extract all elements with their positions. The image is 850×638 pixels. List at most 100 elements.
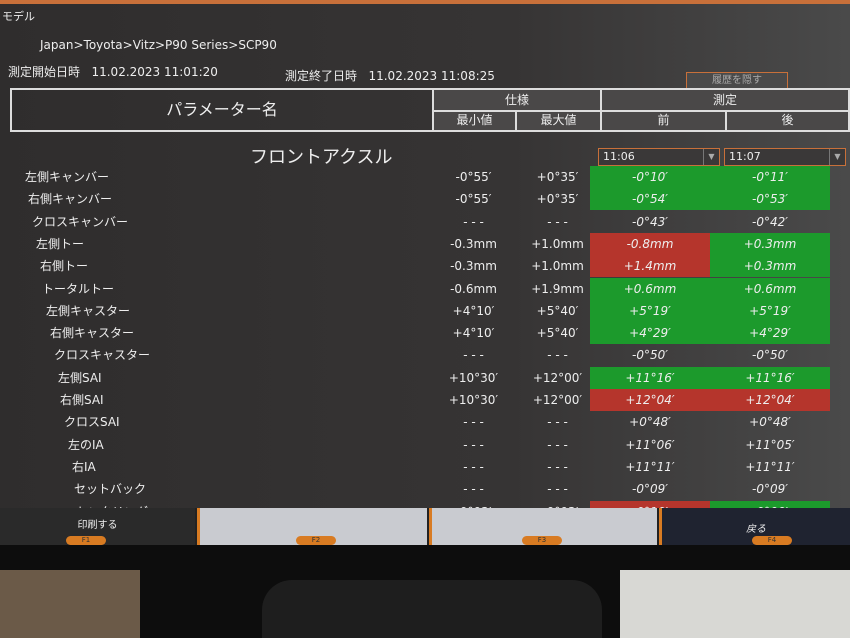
spec-min: - - - xyxy=(463,482,484,497)
spec-max: +1.9mm xyxy=(531,281,584,296)
after-value: -0°11′ xyxy=(710,166,830,188)
table-row: 右側キャスター +4°10′ +5°40′ +4°29′ +4°29′ xyxy=(0,322,850,345)
spec-min: -0.6mm xyxy=(450,281,497,296)
table-row: 左側キャスター +4°10′ +5°40′ +5°19′ +5°19′ xyxy=(0,299,850,322)
spec-max: +0°35′ xyxy=(536,192,579,207)
spec-max: - - - xyxy=(547,482,568,497)
start-label: 測定開始日時 xyxy=(8,65,81,79)
parameter-name: 左のIA xyxy=(68,437,104,452)
before-time-value: 11:06 xyxy=(603,150,635,163)
table-row: クロスSAI - - - - - - +0°48′ +0°48′ xyxy=(0,411,850,433)
f3-key-tag: F3 xyxy=(522,536,562,545)
before-value: +4°29′ xyxy=(590,322,710,345)
after-value: -0°53′ xyxy=(710,188,830,211)
chevron-down-icon: ▼ xyxy=(703,149,719,165)
after-time-value: 11:07 xyxy=(729,150,761,163)
end-value: 11.02.2023 11:08:25 xyxy=(368,69,495,83)
spec-min: -0.3mm xyxy=(450,236,497,251)
f2-key-tag: F2 xyxy=(296,536,336,545)
after-value: -0°09′ xyxy=(752,482,788,497)
back-button[interactable]: 戻る F4 xyxy=(659,508,850,545)
end-label: 測定終了日時 xyxy=(285,69,358,83)
print-button[interactable]: 印刷する F1 xyxy=(0,508,195,545)
hide-history-button[interactable]: 履歴を隠す xyxy=(686,72,788,89)
parameter-name: 右側トー xyxy=(40,259,89,274)
parameter-name: クロスSAI xyxy=(64,415,120,430)
before-value: +0.6mm xyxy=(590,277,710,300)
table-row: 左側SAI +10°30′ +12°00′ +11°16′ +11°16′ xyxy=(0,366,850,389)
table-row: 右側キャンバー -0°55′ +0°35′ -0°54′ -0°53′ xyxy=(0,188,850,211)
table-row: セットバック - - - - - - -0°09′ -0°09′ xyxy=(0,478,850,500)
spec-min: +4°10′ xyxy=(452,326,495,341)
parameter-name: 右側キャンバー xyxy=(28,192,113,207)
spec-min: - - - xyxy=(463,214,484,229)
print-label: 印刷する xyxy=(77,520,118,531)
after-value: +11°05′ xyxy=(745,437,795,452)
after-value: +12°04′ xyxy=(710,389,830,411)
parameter-name: トータルトー xyxy=(42,281,115,296)
before-value: -0°10′ xyxy=(590,166,710,188)
before-value: -0°54′ xyxy=(590,188,710,211)
spec-max: +1.0mm xyxy=(531,259,584,274)
after-value: -0°50′ xyxy=(752,348,788,363)
spec-max: - - - xyxy=(547,459,568,474)
before-value: +1.4mm xyxy=(590,255,710,278)
after-value: +0.3mm xyxy=(710,255,830,278)
section-title: フロントアクスル xyxy=(250,147,393,168)
before-value: +12°04′ xyxy=(590,389,710,411)
after-value: +11°11′ xyxy=(745,459,795,474)
table-row: 右側SAI +10°30′ +12°00′ +12°04′ +12°04′ xyxy=(0,389,850,411)
parameter-name: 右側キャスター xyxy=(50,326,135,341)
spec-min: -0.3mm xyxy=(450,259,497,274)
spec-max: +0°35′ xyxy=(536,170,579,184)
model-label: モデル xyxy=(2,10,35,23)
table-row: 右IA - - - - - - +11°11′ +11°11′ xyxy=(0,456,850,478)
spec-max: - - - xyxy=(547,348,568,363)
spec-min: - - - xyxy=(463,437,484,452)
table-row: 右側トー -0.3mm +1.0mm +1.4mm +0.3mm xyxy=(0,255,850,278)
after-value: -0°42′ xyxy=(752,214,788,229)
param-name-header: パラメーター名 xyxy=(12,90,434,130)
start-datetime: 測定開始日時 11.02.2023 11:01:20 xyxy=(8,63,218,80)
end-datetime: 測定終了日時 11.02.2023 11:08:25 xyxy=(285,67,495,84)
after-header: 後 xyxy=(727,112,848,130)
table-row: トータルトー -0.6mm +1.9mm +0.6mm +0.6mm xyxy=(0,277,850,300)
before-value: -0.8mm xyxy=(590,232,710,255)
desk-background xyxy=(0,570,140,638)
after-value: +0.6mm xyxy=(710,277,830,300)
spec-max: - - - xyxy=(547,214,568,229)
table-row: クロスキャンバー - - - - - - -0°43′ -0°42′ xyxy=(0,211,850,233)
parameter-name: 右IA xyxy=(72,459,96,474)
before-value: +11°16′ xyxy=(590,366,710,389)
min-header: 最小値 xyxy=(434,112,517,130)
table-row: 左のIA - - - - - - +11°06′ +11°05′ xyxy=(0,434,850,456)
spec-header: 仕様 xyxy=(434,90,602,112)
spec-min: - - - xyxy=(463,459,484,474)
before-value: -0°43′ xyxy=(632,214,668,229)
before-header: 前 xyxy=(602,112,727,130)
spec-max: +12°00′ xyxy=(532,370,583,385)
parameter-name: 左側キャンバー xyxy=(25,170,110,184)
table-header: パラメーター名 仕様 測定 最小値 最大値 前 後 xyxy=(10,88,850,132)
spec-max: +5°40′ xyxy=(536,303,579,318)
f2-button[interactable]: F2 xyxy=(197,508,427,545)
after-time-select[interactable]: 11:07 ▼ xyxy=(724,148,846,166)
spec-min: - - - xyxy=(463,348,484,363)
breadcrumb: Japan>Toyota>Vitz>P90 Series>SCP90 xyxy=(40,38,277,52)
parameter-name: クロスキャスター xyxy=(54,348,151,363)
before-value: +5°19′ xyxy=(590,299,710,322)
table-row: 左側キャンバー -0°55′ +0°35′ -0°10′ -0°11′ xyxy=(0,166,850,188)
spec-max: +1.0mm xyxy=(531,236,584,251)
before-time-select[interactable]: 11:06 ▼ xyxy=(598,148,720,166)
spec-min: +10°30′ xyxy=(448,370,499,385)
after-value: +0°48′ xyxy=(749,415,791,430)
monitor-stand xyxy=(262,580,602,638)
f4-key-tag: F4 xyxy=(752,536,792,545)
table-row: 左側トー -0.3mm +1.0mm -0.8mm +0.3mm xyxy=(0,232,850,255)
after-value: +0.3mm xyxy=(710,232,830,255)
f3-button[interactable]: F3 xyxy=(429,508,657,545)
spec-min: - - - xyxy=(463,415,484,430)
after-value: +11°16′ xyxy=(710,366,830,389)
before-value: +0°48′ xyxy=(629,415,671,430)
parameter-name: 左側SAI xyxy=(58,370,102,385)
